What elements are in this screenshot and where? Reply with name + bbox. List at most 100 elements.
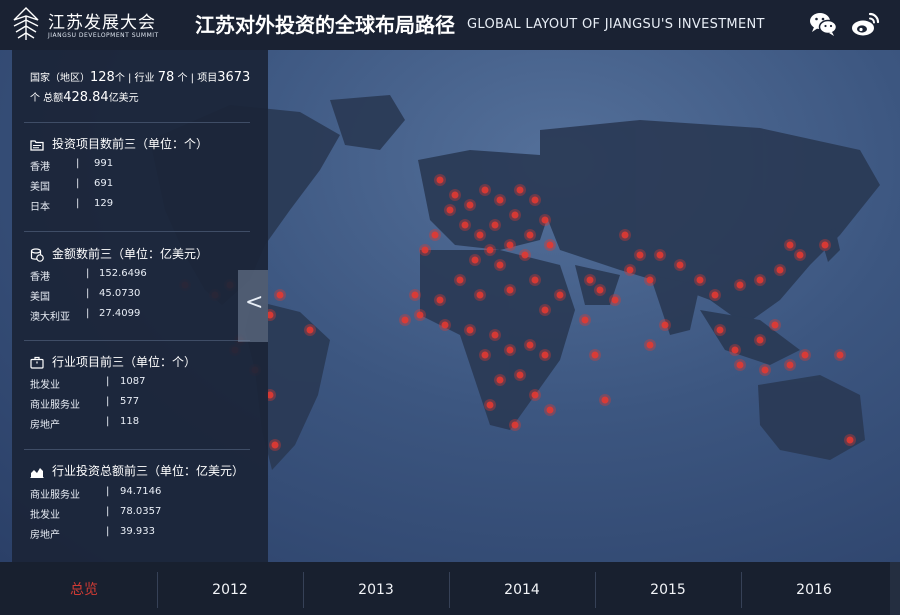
tab-overview[interactable]: 总览 bbox=[70, 582, 98, 598]
investment-marker[interactable] bbox=[801, 351, 809, 359]
investment-marker[interactable] bbox=[716, 326, 724, 334]
investment-marker[interactable] bbox=[846, 436, 854, 444]
investment-marker[interactable] bbox=[736, 281, 744, 289]
investment-marker[interactable] bbox=[776, 266, 784, 274]
investment-marker[interactable] bbox=[761, 366, 769, 374]
investment-marker[interactable] bbox=[466, 201, 474, 209]
investment-marker[interactable] bbox=[506, 286, 514, 294]
investment-marker[interactable] bbox=[786, 361, 794, 369]
investment-marker[interactable] bbox=[451, 191, 459, 199]
investment-marker[interactable] bbox=[531, 276, 539, 284]
investment-marker[interactable] bbox=[446, 206, 454, 214]
panel-collapse-button[interactable]: < bbox=[238, 270, 268, 342]
investment-marker[interactable] bbox=[476, 231, 484, 239]
investment-marker[interactable] bbox=[796, 251, 804, 259]
investment-marker[interactable] bbox=[711, 291, 719, 299]
year-tab-bar: 总览 2012 2013 2014 2015 2016 bbox=[0, 562, 900, 615]
investment-marker[interactable] bbox=[541, 351, 549, 359]
investment-marker[interactable] bbox=[506, 346, 514, 354]
investment-marker[interactable] bbox=[506, 241, 514, 249]
investment-marker[interactable] bbox=[456, 276, 464, 284]
amount-value: 428.84 bbox=[63, 90, 109, 105]
investment-marker[interactable] bbox=[756, 276, 764, 284]
investment-marker[interactable] bbox=[786, 241, 794, 249]
investment-marker[interactable] bbox=[626, 266, 634, 274]
investment-marker[interactable] bbox=[441, 321, 449, 329]
investment-marker[interactable] bbox=[276, 291, 284, 299]
investment-marker[interactable] bbox=[271, 441, 279, 449]
investment-marker[interactable] bbox=[731, 346, 739, 354]
investment-marker[interactable] bbox=[401, 316, 409, 324]
investment-marker[interactable] bbox=[771, 321, 779, 329]
investment-marker[interactable] bbox=[836, 351, 844, 359]
investment-marker[interactable] bbox=[591, 351, 599, 359]
investment-marker[interactable] bbox=[596, 286, 604, 294]
investment-marker[interactable] bbox=[521, 251, 529, 259]
investment-marker[interactable] bbox=[466, 326, 474, 334]
investment-marker[interactable] bbox=[601, 396, 609, 404]
tab-2012[interactable]: 2012 bbox=[212, 582, 248, 598]
investment-marker[interactable] bbox=[496, 376, 504, 384]
investment-marker[interactable] bbox=[756, 336, 764, 344]
list-item: 商业服务业 | 577 bbox=[30, 396, 250, 414]
investment-marker[interactable] bbox=[661, 321, 669, 329]
row-separator: | bbox=[76, 178, 80, 189]
investment-marker[interactable] bbox=[586, 276, 594, 284]
section-title-text: 行业投资总额前三（单位：亿美元） bbox=[52, 464, 245, 478]
investment-marker[interactable] bbox=[511, 211, 519, 219]
investment-marker[interactable] bbox=[496, 196, 504, 204]
investment-marker[interactable] bbox=[696, 276, 704, 284]
investment-marker[interactable] bbox=[531, 196, 539, 204]
investment-marker[interactable] bbox=[516, 186, 524, 194]
investment-marker[interactable] bbox=[621, 231, 629, 239]
investment-marker[interactable] bbox=[266, 391, 274, 399]
investment-marker[interactable] bbox=[676, 261, 684, 269]
investment-marker[interactable] bbox=[436, 296, 444, 304]
investment-marker[interactable] bbox=[266, 311, 274, 319]
investment-marker[interactable] bbox=[636, 251, 644, 259]
list-item: 澳大利亚 | 27.4099 bbox=[30, 308, 250, 326]
investment-marker[interactable] bbox=[471, 256, 479, 264]
investment-marker[interactable] bbox=[546, 241, 554, 249]
tab-2013[interactable]: 2013 bbox=[358, 582, 394, 598]
wechat-icon[interactable] bbox=[808, 10, 838, 38]
investment-marker[interactable] bbox=[486, 401, 494, 409]
investment-marker[interactable] bbox=[541, 306, 549, 314]
weibo-icon[interactable] bbox=[850, 10, 880, 38]
investment-marker[interactable] bbox=[481, 186, 489, 194]
investment-marker[interactable] bbox=[611, 296, 619, 304]
investment-marker[interactable] bbox=[656, 251, 664, 259]
investment-marker[interactable] bbox=[461, 221, 469, 229]
investment-marker[interactable] bbox=[491, 221, 499, 229]
investment-marker[interactable] bbox=[416, 311, 424, 319]
investment-marker[interactable] bbox=[491, 331, 499, 339]
investment-marker[interactable] bbox=[646, 276, 654, 284]
investment-marker[interactable] bbox=[481, 351, 489, 359]
investment-marker[interactable] bbox=[526, 341, 534, 349]
tab-2016[interactable]: 2016 bbox=[796, 582, 832, 598]
investment-marker[interactable] bbox=[526, 231, 534, 239]
tab-2015[interactable]: 2015 bbox=[650, 582, 686, 598]
investment-marker[interactable] bbox=[516, 371, 524, 379]
investment-marker[interactable] bbox=[411, 291, 419, 299]
investment-marker[interactable] bbox=[531, 391, 539, 399]
investment-marker[interactable] bbox=[306, 326, 314, 334]
investment-marker[interactable] bbox=[476, 291, 484, 299]
investment-marker[interactable] bbox=[486, 246, 494, 254]
investment-marker[interactable] bbox=[736, 361, 744, 369]
projects-unit: 个 总额 bbox=[30, 93, 64, 104]
investment-marker[interactable] bbox=[541, 216, 549, 224]
investment-marker[interactable] bbox=[581, 316, 589, 324]
investment-marker[interactable] bbox=[431, 231, 439, 239]
investment-marker[interactable] bbox=[421, 246, 429, 254]
investment-marker[interactable] bbox=[821, 241, 829, 249]
investment-marker[interactable] bbox=[436, 176, 444, 184]
investment-marker[interactable] bbox=[511, 421, 519, 429]
investment-marker[interactable] bbox=[556, 291, 564, 299]
tab-2014[interactable]: 2014 bbox=[504, 582, 540, 598]
investment-marker[interactable] bbox=[646, 341, 654, 349]
investment-marker[interactable] bbox=[496, 261, 504, 269]
summit-logo[interactable]: 江苏发展大会 JIANGSU DEVELOPMENT SUMMIT bbox=[10, 6, 160, 46]
investment-marker[interactable] bbox=[546, 406, 554, 414]
page-title: 江苏对外投资的全球布局路径 bbox=[195, 13, 455, 37]
